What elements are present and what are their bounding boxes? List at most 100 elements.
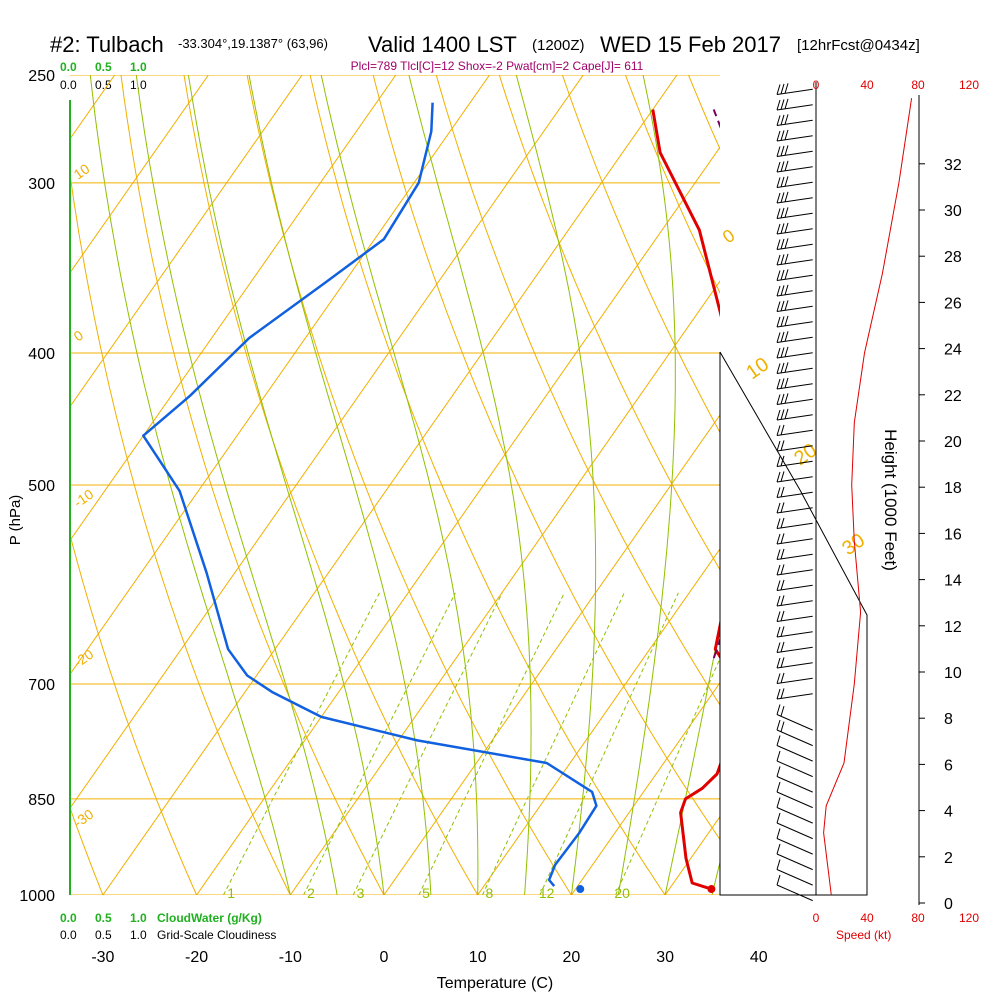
wind-barb [776, 776, 813, 793]
wind-barb-flag [784, 160, 789, 172]
wind-barb-flag [776, 208, 781, 219]
wind-barb-flag [784, 114, 789, 125]
height-tick-label: 32 [944, 157, 962, 174]
isotherm-line [70, 75, 116, 140]
wind-barb-flag [780, 610, 785, 622]
mixing-ratio-line [223, 592, 380, 895]
wind-barb-flag [776, 518, 781, 529]
height-tick-label: 2 [944, 850, 953, 867]
wind-barb-flag [780, 440, 785, 451]
wind-barb-flag [784, 83, 789, 94]
dry-adiabat-line [928, 51, 1000, 895]
wind-barb [776, 491, 813, 498]
x-tick-label: -20 [185, 949, 208, 966]
wind-barb-flag [776, 859, 781, 870]
wind-barb-flag [776, 301, 781, 312]
wind-barb-flag [776, 130, 781, 142]
isotherm-label: 0 [71, 327, 87, 345]
height-tick-label: 10 [944, 665, 962, 682]
moist-adiabat-line [617, 75, 676, 895]
wind-barb-flag [780, 595, 785, 606]
isotherm-label: -20 [71, 646, 97, 671]
wind-barb-flag [780, 99, 785, 110]
dry-adiabat-line [70, 171, 291, 895]
wind-barb [776, 150, 813, 157]
isotherm-line [70, 75, 397, 542]
wind-barb-flag [784, 377, 789, 389]
x-tick-label: -30 [91, 949, 114, 966]
wind-barb-flag [780, 626, 785, 637]
isotherm-label: 10 [742, 353, 773, 384]
wind-barb [776, 197, 813, 204]
wind-barb-flag [780, 471, 785, 482]
speed-bottom-0: 0 [813, 911, 820, 925]
top-cloudiness-05: 0.5 [95, 78, 112, 92]
dry-adiabat-line [246, 75, 572, 895]
speed-axis-label: Speed (kt) [836, 928, 891, 942]
isotherm-line [946, 51, 1000, 895]
dewpoint-surface-point [576, 885, 585, 894]
wind-barb [776, 166, 813, 173]
dry-adiabat-line [372, 75, 720, 841]
isotherm-label: 10 [71, 160, 93, 182]
wind-barb-flag [776, 456, 781, 467]
wind-barb [776, 274, 813, 281]
wind-barb-flag [780, 331, 785, 343]
wind-barb-flag [776, 812, 781, 824]
wind-barb-flag [784, 191, 789, 203]
speed-top-0: 0 [813, 78, 820, 92]
wind-barb-flag [776, 843, 781, 855]
mixing-ratio-lines [223, 592, 720, 895]
isotherm-label: -30 [71, 806, 97, 831]
wind-barb-flag [776, 502, 781, 514]
x-tick-label: 0 [380, 949, 389, 966]
mixing-ratio-line [303, 592, 456, 895]
x-tick-label: 40 [750, 949, 768, 966]
wind-barb-flag [776, 316, 781, 328]
wind-barb-flag [776, 549, 781, 560]
wind-barb-flag [776, 735, 781, 746]
bottom-cloud-scale: 0.0 0.5 1.0 CloudWater (g/Kg) 0.0 0.5 1.… [60, 911, 276, 942]
isotherm-label: 0 [719, 225, 739, 247]
wind-barb-flag [780, 409, 785, 420]
moist-adiabat-line [135, 75, 338, 895]
wind-barb-flag [780, 424, 785, 436]
station-coords: -33.304°,19.1387° (63,96) [178, 36, 328, 51]
pressure-tick-label: 300 [28, 176, 55, 193]
wind-barb [776, 460, 813, 467]
height-tick-label: 22 [944, 388, 962, 405]
wind-barb-flag [784, 284, 789, 296]
dry-adiabats [70, 51, 1000, 895]
wind-barb-flag [780, 176, 785, 188]
speed-bottom-80: 80 [911, 911, 925, 925]
isobars [70, 75, 720, 895]
top-cloudiness-1: 1.0 [130, 78, 147, 92]
sounding-series [142, 102, 720, 894]
wind-barb [776, 869, 813, 886]
wind-barb-flag [780, 161, 785, 172]
moist-adiabat-line [515, 75, 597, 895]
wind-barb-flag [776, 146, 781, 157]
wind-barb-flag [776, 595, 781, 607]
isotherm-line [570, 681, 720, 895]
dry-adiabat-line [991, 51, 1000, 895]
isotherm-line [289, 280, 720, 895]
wind-barb-flag [784, 253, 789, 265]
wind-barb-flag [776, 719, 781, 731]
wind-barb-flag [784, 207, 789, 218]
dry-adiabat-line [120, 75, 385, 895]
height-tick-label: 18 [944, 480, 962, 497]
moist-adiabats [89, 75, 720, 895]
mixing-ratio-label: 8 [486, 885, 494, 901]
wind-barb-flag [784, 408, 789, 420]
height-tick-label: 12 [944, 619, 962, 636]
pressure-tick-label: 850 [28, 792, 55, 809]
top-cloudwater-05: 0.5 [95, 60, 112, 74]
wind-barb [776, 414, 813, 421]
pressure-tick-label: 400 [28, 346, 55, 363]
speed-bottom-40: 40 [860, 911, 874, 925]
pressure-tick-label: 500 [28, 478, 55, 495]
mixing-ratio-line [482, 592, 625, 895]
temperature-line [651, 109, 720, 891]
